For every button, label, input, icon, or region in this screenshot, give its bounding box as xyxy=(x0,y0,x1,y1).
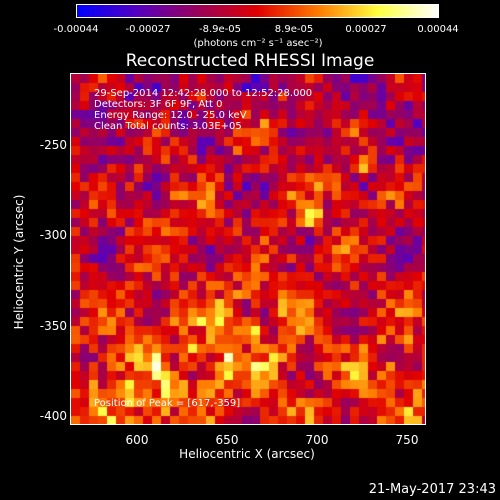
timestamp: 21-May-2017 23:43 xyxy=(368,482,496,497)
x-tick-label: 700 xyxy=(305,433,329,447)
y-tick-label: -350 xyxy=(39,319,67,333)
x-tick-label: 650 xyxy=(215,433,239,447)
x-axis-label: Heliocentric X (arcsec) xyxy=(179,447,315,461)
colorbar-tick: 0.00044 xyxy=(417,24,459,35)
plot-title: Reconstructed RHESSI Image xyxy=(125,51,375,71)
colorbar-tick: -0.00044 xyxy=(53,24,99,35)
y-tick-label: -400 xyxy=(39,409,67,423)
rhessi-image xyxy=(71,74,425,424)
y-axis-label: Heliocentric Y (arcsec) xyxy=(12,194,26,330)
detectors-annotation: Detectors: 3F 6F 9F, Att 0 xyxy=(94,99,223,110)
y-tick-label: -250 xyxy=(39,138,67,152)
colorbar-tick: -0.00027 xyxy=(125,24,171,35)
colorbar xyxy=(76,4,439,18)
colorbar-tick: -8.9e-05 xyxy=(199,24,241,35)
time-range-annotation: 29-Sep-2014 12:42:28.000 to 12:52:28.000 xyxy=(94,88,313,99)
colorbar-tick: 0.00027 xyxy=(345,24,387,35)
y-tick-label: -300 xyxy=(39,228,67,242)
energy-range-annotation: Energy Range: 12.0 - 25.0 keV xyxy=(94,110,247,121)
x-tick-label: 750 xyxy=(395,433,419,447)
colorbar-tick: 8.9e-05 xyxy=(274,24,314,35)
colorbar-unit-label: (photons cm⁻² s⁻¹ asec⁻²) xyxy=(193,38,323,49)
plot-frame xyxy=(70,73,426,425)
clean-counts-annotation: Clean Total counts: 3.03E+05 xyxy=(94,121,242,132)
peak-position-annotation: Position of Peak = [617,-359] xyxy=(94,398,241,409)
x-tick-label: 600 xyxy=(125,433,149,447)
